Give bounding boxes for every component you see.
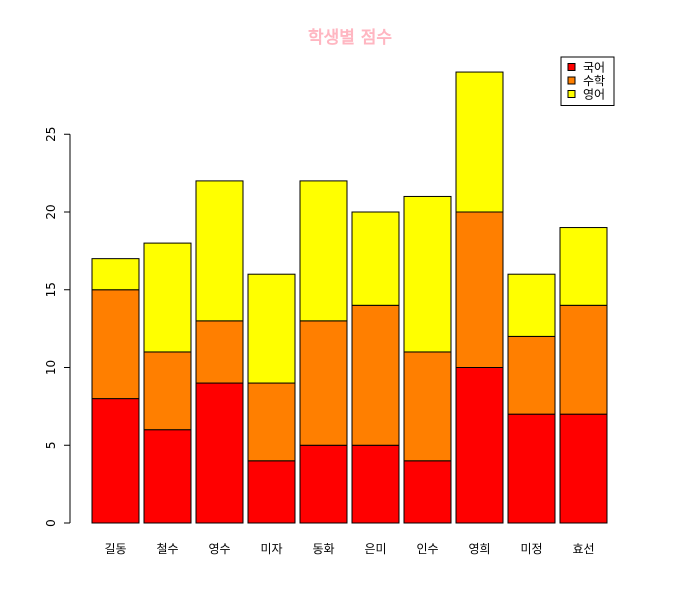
bar-효선-영어 (559, 227, 608, 306)
bar-철수-영어 (143, 242, 192, 353)
legend-swatch (567, 90, 576, 98)
bar-은미-수학 (351, 304, 400, 446)
bar-은미-국어 (351, 444, 400, 524)
bar-미자-영어 (247, 273, 296, 384)
x-tick-label: 영수 (208, 542, 230, 556)
bar-영수-영어 (195, 180, 244, 322)
bar-미정-국어 (507, 413, 556, 524)
bar-은미-영어 (351, 211, 400, 306)
bar-인수-수학 (403, 351, 452, 462)
bar-미정-수학 (507, 335, 556, 415)
x-tick-label: 인수 (416, 542, 438, 556)
y-axis: 0 5 10 15 20 25 (44, 127, 71, 527)
bar-영수-수학 (195, 320, 244, 384)
legend-label: 국어 (583, 61, 605, 75)
bar-효선-국어 (559, 413, 608, 524)
bar-미정-영어 (507, 273, 556, 337)
x-tick-label: 미자 (260, 542, 282, 556)
legend-swatch (567, 63, 576, 71)
bar-영희-국어 (455, 367, 504, 524)
chart-title: 학생별 점수 (308, 28, 392, 48)
legend-label: 수학 (583, 74, 605, 88)
x-tick-label: 영희 (468, 542, 490, 556)
bar-동화-영어 (299, 180, 348, 322)
x-tick-label: 효선 (572, 542, 594, 556)
y-tick-label: 20 (44, 204, 58, 219)
bar-동화-국어 (299, 444, 348, 524)
bar-효선-수학 (559, 304, 608, 415)
bar-동화-수학 (299, 320, 348, 446)
bar-영희-수학 (455, 211, 504, 368)
bar-길동-영어 (91, 258, 140, 291)
x-axis-labels: 길동 철수 영수 미자 동화 은미 인수 영희 미정 효선 (104, 542, 594, 556)
bar-영희-영어 (455, 71, 504, 213)
x-tick-label: 철수 (156, 542, 178, 556)
bar-길동-국어 (91, 398, 140, 524)
y-tick-label: 15 (44, 282, 58, 297)
bar-철수-수학 (143, 351, 192, 431)
legend-label: 영어 (583, 88, 605, 102)
bar-미자-수학 (247, 382, 296, 462)
y-tick-label: 25 (44, 127, 58, 142)
x-tick-label: 은미 (364, 542, 386, 556)
y-tick-label: 0 (44, 519, 58, 527)
bars-layer (91, 71, 608, 524)
bar-인수-국어 (403, 460, 452, 524)
bar-철수-국어 (143, 429, 192, 524)
bar-길동-수학 (91, 289, 140, 400)
x-tick-label: 미정 (520, 542, 542, 556)
x-tick-label: 길동 (104, 542, 126, 556)
bar-인수-영어 (403, 195, 452, 353)
y-tick-label: 5 (44, 441, 58, 449)
legend-swatch (567, 76, 576, 85)
bar-영수-국어 (195, 382, 244, 524)
y-tick-label: 10 (44, 360, 58, 375)
bar-미자-국어 (247, 460, 296, 524)
x-tick-label: 동화 (312, 542, 334, 556)
